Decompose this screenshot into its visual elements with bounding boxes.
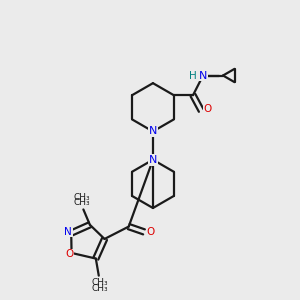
Text: CH₃: CH₃	[74, 193, 90, 202]
Text: CH₃: CH₃	[92, 278, 109, 286]
Text: N: N	[64, 226, 72, 237]
Text: CH₃: CH₃	[74, 199, 90, 208]
Text: N: N	[149, 126, 157, 136]
Text: O: O	[146, 227, 154, 237]
Text: N: N	[149, 155, 157, 165]
Text: O: O	[204, 104, 212, 114]
Text: H: H	[189, 70, 197, 80]
Text: CH₃: CH₃	[92, 284, 109, 293]
Text: O: O	[65, 249, 74, 260]
Text: N: N	[199, 70, 207, 80]
